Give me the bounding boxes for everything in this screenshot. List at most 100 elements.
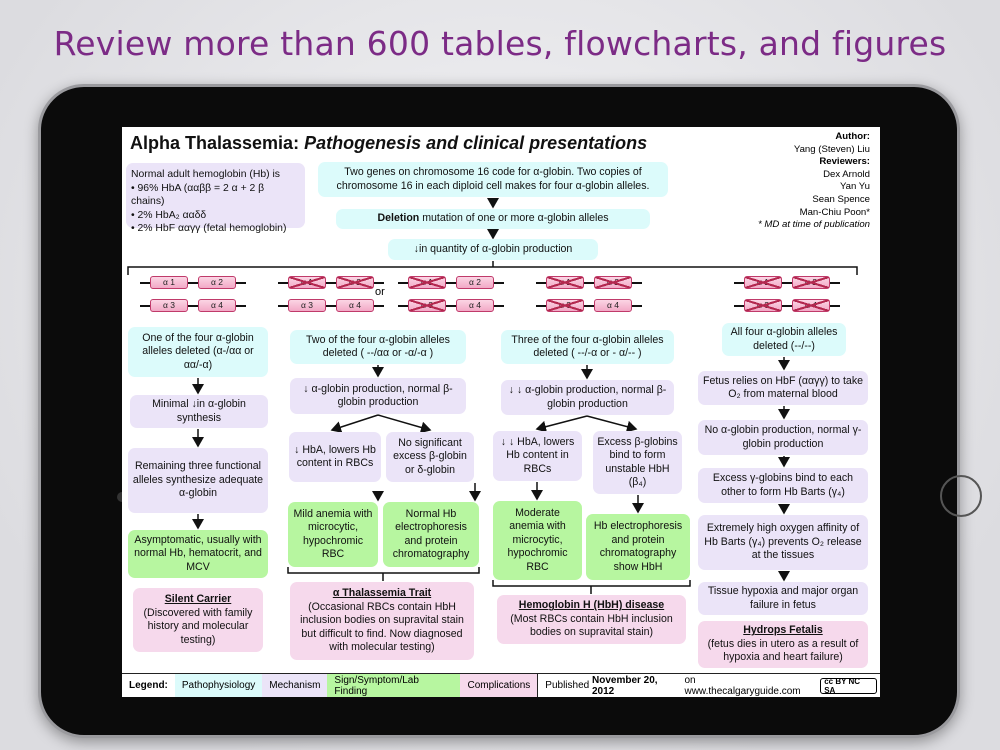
col1-deletion: One of the four α-globin alleles deleted… [128, 327, 268, 377]
col2-no-excess: No significant excess β-globin or δ-glob… [386, 432, 474, 482]
chromosome-line [278, 282, 384, 284]
allele: α 1 [150, 276, 188, 289]
col2-deletion: Two of the four α-globin alleles deleted… [290, 330, 466, 364]
col2-mild-anemia: Mild anemia with microcytic, hypochromic… [288, 502, 378, 567]
dx-title: α Thalassemia Trait [332, 587, 432, 600]
author-label: Author: [835, 131, 870, 142]
deleted-allele: α 2 [792, 276, 830, 289]
dx-text: (Most RBCs contain HbH inclusion bodies … [510, 612, 673, 639]
chromosome-line [734, 282, 840, 284]
allele: α 2 [198, 276, 236, 289]
allele: α 3 [288, 299, 326, 312]
reviewer: Sean Spence [812, 193, 870, 205]
allele: α 4 [456, 299, 494, 312]
dx-text: (Discovered with family history and mole… [143, 606, 253, 646]
dx-title: Hydrops Fetalis [743, 624, 823, 637]
genes-box: Two genes on chromosome 16 code for α-gl… [318, 162, 668, 197]
bracket [492, 580, 691, 587]
arrow [535, 415, 588, 433]
silent-carrier-box: Silent Carrier (Discovered with family hi… [133, 588, 263, 652]
chromosome-line [398, 282, 504, 284]
or-label: or [375, 286, 385, 298]
dx-text: (Occasional RBCs contain HbH inclusion b… [300, 600, 464, 654]
allele: α 2 [456, 276, 494, 289]
col3-hbh-form: Excess β-globins bind to form unstable H… [593, 431, 682, 494]
allele: α 4 [594, 299, 632, 312]
col1-finding: Asymptomatic, usually with normal Hb, he… [128, 530, 268, 578]
title-sub: Pathogenesis and clinical presentations [304, 133, 648, 153]
chromosome-line [734, 305, 840, 307]
col3-mechanism: ↓ ↓ α-globin production, normal β-globin… [501, 380, 674, 415]
reviewer: Dex Arnold [823, 168, 870, 180]
normal-hb-item: • 96% HbA (ααββ = 2 α + 2 β chains) [131, 182, 265, 208]
col2-hba: ↓ HbA, lowers Hb content in RBCs [289, 432, 381, 482]
arrow [330, 414, 379, 433]
col4-no-alpha: No α-globin production, normal γ-globin … [698, 420, 868, 455]
hydrops-fetalis-box: Hydrops Fetalis (fetus dies in utero as a… [698, 621, 868, 668]
published-post: on www.thecalgaryguide.com [684, 674, 801, 697]
chromosome-line [536, 305, 642, 307]
deleted-allele: α 3 [546, 299, 584, 312]
col4-oxygen-affinity: Extremely high oxygen affinity of Hb Bar… [698, 515, 868, 570]
deleted-allele: α 3 [408, 299, 446, 312]
bracket [287, 567, 480, 574]
flowchart-page: Alpha Thalassemia: Pathogenesis and clin… [122, 127, 880, 697]
chromosome-line [278, 305, 384, 307]
dx-title: Silent Carrier [164, 593, 232, 605]
col3-deletion: Three of the four α-globin alleles delet… [501, 330, 674, 364]
normal-hb-box: Normal adult hemoglobin (Hb) is • 96% Hb… [126, 163, 305, 234]
credits: Author: Yang (Steven) Liu Reviewers: Dex… [758, 131, 870, 232]
deleted-allele: α 1 [408, 276, 446, 289]
col3-hba: ↓ ↓ HbA, lowers Hb content in RBCs [493, 431, 582, 481]
reviewers-label: Reviewers: [819, 156, 870, 168]
normal-hb-item: • 2% HbF ααγγ (fetal hemoglobin) [131, 223, 287, 234]
col2-mechanism: ↓ α-globin production, normal β-globin p… [290, 378, 466, 414]
deleted-allele: α 1 [546, 276, 584, 289]
normal-hb-intro: Normal adult hemoglobin (Hb) is [131, 169, 280, 180]
legend-complications: Complications [460, 674, 539, 697]
dx-text: (fetus dies in utero as a result of hypo… [707, 637, 859, 664]
reviewer: Man-Chiu Poon* [799, 206, 870, 218]
deletion-bold: Deletion [377, 212, 420, 225]
col4-hypoxia: Tissue hypoxia and major organ failure i… [698, 582, 868, 615]
col3-electrophoresis-hbh: Hb electrophoresis and protein chromatog… [586, 514, 690, 580]
legend-sign: Sign/Symptom/Lab Finding [327, 674, 461, 697]
deletion-box: Deletion mutation of one or more α-globi… [336, 209, 650, 229]
allele: α 4 [336, 299, 374, 312]
title-main: Alpha Thalassemia: [130, 133, 300, 153]
published-date: November 20, 2012 [592, 674, 658, 697]
hbh-disease-box: Hemoglobin H (HbH) disease (Most RBCs con… [497, 595, 686, 644]
chromosome-line [140, 305, 246, 307]
allele: α 3 [150, 299, 188, 312]
allele: α 4 [198, 299, 236, 312]
col1-mechanism: Minimal ↓in α-globin synthesis [130, 395, 268, 428]
footer: Legend: Pathophysiology Mechanism Sign/S… [122, 673, 880, 697]
bracket [127, 266, 858, 275]
arrow [586, 415, 638, 433]
col4-deletion: All four α-globin alleles deleted (--/--… [722, 323, 846, 356]
legend-label: Legend: [129, 680, 168, 691]
published-pre: Published [545, 680, 590, 691]
author: Yang (Steven) Liu [793, 143, 870, 155]
col2-normal-electrophoresis: Normal Hb electrophoresis and protein ch… [383, 502, 479, 567]
chromosome-line [398, 305, 504, 307]
deleted-allele: α 2 [336, 276, 374, 289]
cc-license-icon: cc BY NC SA [820, 677, 877, 695]
home-button[interactable] [940, 475, 982, 517]
published: Published November 20, 2012 on www.theca… [538, 674, 820, 697]
col4-hbf: Fetus relies on HbF (ααγγ) to take O₂ fr… [698, 371, 868, 405]
page-title: Alpha Thalassemia: Pathogenesis and clin… [130, 133, 647, 154]
legend-pathophysiology: Pathophysiology [174, 674, 263, 697]
thal-trait-box: α Thalassemia Trait (Occasional RBCs cont… [290, 582, 474, 660]
headline: Review more than 600 tables, flowcharts,… [53, 24, 947, 63]
reviewer: Yan Yu [839, 181, 870, 193]
col1-mechanism-2: Remaining three functional alleles synth… [128, 448, 268, 513]
decrease-box: ↓in quantity of α-globin production [388, 239, 598, 260]
chromosome-line [536, 282, 642, 284]
chromosome-line [140, 282, 246, 284]
deleted-allele: α 4 [792, 299, 830, 312]
legend-mechanism: Mechanism [262, 674, 328, 697]
deleted-allele: α 1 [288, 276, 326, 289]
deleted-allele: α 1 [744, 276, 782, 289]
deleted-allele: α 3 [744, 299, 782, 312]
